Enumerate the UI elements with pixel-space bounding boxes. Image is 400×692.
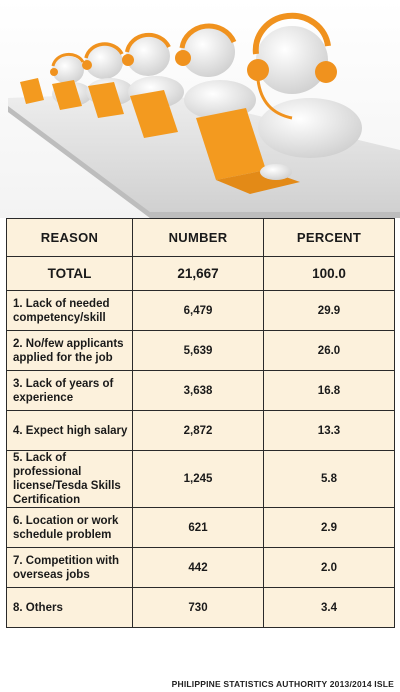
row-percent: 3.4 — [263, 587, 395, 628]
table-row: 7. Competition with overseas jobs 442 2.… — [6, 547, 395, 588]
total-number: 21,667 — [132, 256, 264, 291]
reasons-table: REASON NUMBER PERCENT TOTAL 21,667 100.0… — [6, 218, 395, 628]
table-header-row: REASON NUMBER PERCENT — [6, 218, 395, 257]
row-number: 2,872 — [132, 410, 264, 451]
call-center-illustration — [0, 0, 400, 218]
row-number: 442 — [132, 547, 264, 588]
row-percent: 16.8 — [263, 370, 395, 411]
row-percent: 2.0 — [263, 547, 395, 588]
row-number: 3,638 — [132, 370, 264, 411]
call-center-agents-icon — [8, 12, 400, 218]
row-reason: 6. Location or work schedule problem — [6, 507, 133, 548]
row-number: 621 — [132, 507, 264, 548]
table-row: 8. Others 730 3.4 — [6, 587, 395, 628]
row-reason: 8. Others — [6, 587, 133, 628]
row-number: 5,639 — [132, 330, 264, 371]
table-row: 5. Lack of professional license/Tesda Sk… — [6, 450, 395, 508]
row-percent: 13.3 — [263, 410, 395, 451]
row-percent: 26.0 — [263, 330, 395, 371]
table-row: 2. No/few applicants applied for the job… — [6, 330, 395, 371]
row-percent: 29.9 — [263, 290, 395, 331]
table-row: 6. Location or work schedule problem 621… — [6, 507, 395, 548]
table-row: 3. Lack of years of experience 3,638 16.… — [6, 370, 395, 411]
table-total-row: TOTAL 21,667 100.0 — [6, 256, 395, 291]
column-header-percent: PERCENT — [263, 218, 395, 257]
total-label: TOTAL — [6, 256, 133, 291]
row-number: 1,245 — [132, 450, 264, 508]
row-reason: 7. Competition with overseas jobs — [6, 547, 133, 588]
column-header-number: NUMBER — [132, 218, 264, 257]
row-number: 6,479 — [132, 290, 264, 331]
row-number: 730 — [132, 587, 264, 628]
column-header-reason: REASON — [6, 218, 133, 257]
table-row: 1. Lack of needed competency/skill 6,479… — [6, 290, 395, 331]
row-reason: 5. Lack of professional license/Tesda Sk… — [6, 450, 133, 508]
row-percent: 2.9 — [263, 507, 395, 548]
reasons-table-container: REASON NUMBER PERCENT TOTAL 21,667 100.0… — [6, 218, 395, 628]
source-credit: PHILIPPINE STATISTICS AUTHORITY 2013/201… — [171, 679, 394, 689]
row-reason: 1. Lack of needed competency/skill — [6, 290, 133, 331]
table-row: 4. Expect high salary 2,872 13.3 — [6, 410, 395, 451]
row-reason: 2. No/few applicants applied for the job — [6, 330, 133, 371]
row-reason: 3. Lack of years of experience — [6, 370, 133, 411]
row-percent: 5.8 — [263, 450, 395, 508]
total-percent: 100.0 — [263, 256, 395, 291]
row-reason: 4. Expect high salary — [6, 410, 133, 451]
